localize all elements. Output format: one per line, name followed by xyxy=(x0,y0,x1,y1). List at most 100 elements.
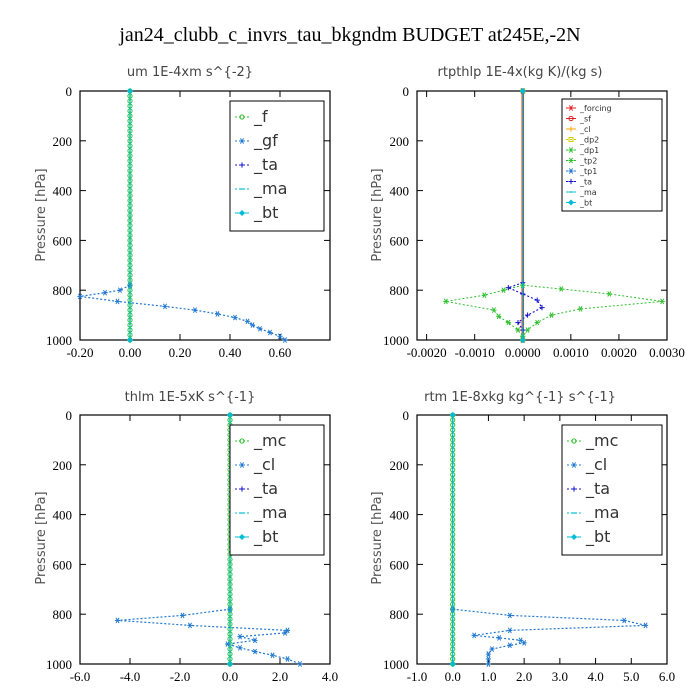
x-tick-label: -4.0 xyxy=(120,669,141,684)
data-point xyxy=(515,319,521,326)
data-point xyxy=(496,634,502,641)
y-axis-title: Pressure [hPa] xyxy=(370,168,385,261)
data-point xyxy=(127,337,133,343)
data-point xyxy=(282,630,288,636)
data-point xyxy=(507,612,513,619)
data-point xyxy=(534,297,540,303)
data-point xyxy=(114,298,121,305)
series-tp2 xyxy=(520,282,665,340)
data-point xyxy=(621,617,627,624)
x-tick-label: 4.0 xyxy=(587,669,603,684)
y-tick-label: 1000 xyxy=(383,333,409,348)
legend-label: _forcing xyxy=(579,104,612,113)
legend-label: _ta xyxy=(253,479,278,499)
legend-label: _mc xyxy=(253,431,286,451)
x-tick-label: 0.0 xyxy=(222,669,238,684)
legend-marker xyxy=(239,534,245,540)
data-point xyxy=(524,327,531,333)
legend-label: _dp1 xyxy=(579,146,599,155)
legend: _mc _cl _ta _ma _bt xyxy=(561,424,663,556)
legend-label: _ma xyxy=(579,188,597,197)
data-point xyxy=(244,318,251,325)
legend-marker xyxy=(571,438,577,444)
legend-marker xyxy=(239,462,245,468)
legend-label: _bt xyxy=(585,527,610,547)
series-bt xyxy=(519,88,526,343)
data-point xyxy=(252,637,258,644)
data-point xyxy=(534,319,540,326)
data-point xyxy=(77,293,83,300)
legend-box xyxy=(229,424,325,556)
legend-label: _cl xyxy=(579,125,591,134)
legend-label: _tp2 xyxy=(579,157,597,166)
data-point xyxy=(642,622,649,629)
data-point xyxy=(549,312,555,318)
x-tick-label: 6.0 xyxy=(659,669,675,684)
data-point xyxy=(517,637,524,644)
data-point xyxy=(519,337,526,343)
data-point xyxy=(485,651,492,657)
data-point xyxy=(505,319,511,326)
x-tick-label: -2.0 xyxy=(170,669,191,684)
plot-frame xyxy=(416,90,668,341)
legend: _mc _cl _ta _ma _bt xyxy=(229,424,325,556)
x-tick-label: 2.0 xyxy=(516,669,532,684)
legend-label: _dp2 xyxy=(579,136,599,145)
x-tick-label: 3.0 xyxy=(552,669,568,684)
x-tick-label: 0.0030 xyxy=(649,345,685,360)
legend-marker xyxy=(571,486,577,492)
data-point xyxy=(127,88,133,94)
y-tick-label: 200 xyxy=(53,458,73,473)
data-point xyxy=(277,333,283,340)
y-tick-label: 600 xyxy=(390,233,410,248)
series-line xyxy=(506,282,543,331)
y-tick-label: 800 xyxy=(53,607,73,622)
plot-frame xyxy=(416,414,668,665)
data-point xyxy=(519,88,526,94)
data-point xyxy=(269,652,276,659)
legend-label: _cl xyxy=(585,455,607,475)
data-point xyxy=(521,639,527,646)
data-point xyxy=(443,298,449,305)
data-point xyxy=(237,633,243,640)
legend-label: _ma xyxy=(253,179,287,199)
legend-marker xyxy=(239,162,245,168)
plot-frame xyxy=(79,414,331,665)
x-tick-label: 0.0000 xyxy=(505,345,541,360)
series-line xyxy=(452,608,646,664)
data-point xyxy=(237,644,243,651)
x-tick-label: 0.0010 xyxy=(553,345,589,360)
legend-label: _ta xyxy=(585,479,610,499)
y-tick-label: 1000 xyxy=(46,333,72,348)
legend-marker xyxy=(568,147,574,153)
legend-box xyxy=(229,100,325,232)
data-point xyxy=(284,656,291,662)
data-point xyxy=(485,656,492,662)
y-tick-label: 400 xyxy=(53,508,73,523)
data-point xyxy=(257,325,263,332)
x-tick-label: -0.20 xyxy=(66,345,93,360)
data-point xyxy=(252,648,258,655)
panel-thlm: thlm 1E-5xK s^{-1} Pressure [hPa] -6.0 -4… xyxy=(34,390,338,684)
data-point xyxy=(267,329,273,336)
data-point xyxy=(449,661,456,667)
x-tick-label: 0.20 xyxy=(169,345,192,360)
figure-title: jan24_clubb_c_invrs_tau_bkgndm BUDGET at… xyxy=(118,24,580,46)
legend-marker xyxy=(239,210,245,216)
data-point xyxy=(491,307,497,313)
data-point xyxy=(558,286,564,292)
data-point xyxy=(224,641,231,647)
legend-label: _f xyxy=(253,107,268,127)
data-point xyxy=(227,412,233,418)
y-tick-label: 400 xyxy=(390,184,410,199)
data-point xyxy=(524,312,531,318)
legend-marker xyxy=(568,115,574,122)
panel-title: um 1E-4xm s^{-2} xyxy=(127,65,253,80)
legend-label: _ma xyxy=(253,503,287,523)
legend-label: _mc xyxy=(585,431,618,451)
data-point xyxy=(606,291,612,297)
x-tick-label: -1.0 xyxy=(407,669,428,684)
panel-um: um 1E-4xm s^{-2} Pressure [hPa] -0.20 0.0… xyxy=(34,65,331,360)
y-tick-label: 200 xyxy=(53,134,73,149)
y-tick-label: 0 xyxy=(403,84,410,99)
